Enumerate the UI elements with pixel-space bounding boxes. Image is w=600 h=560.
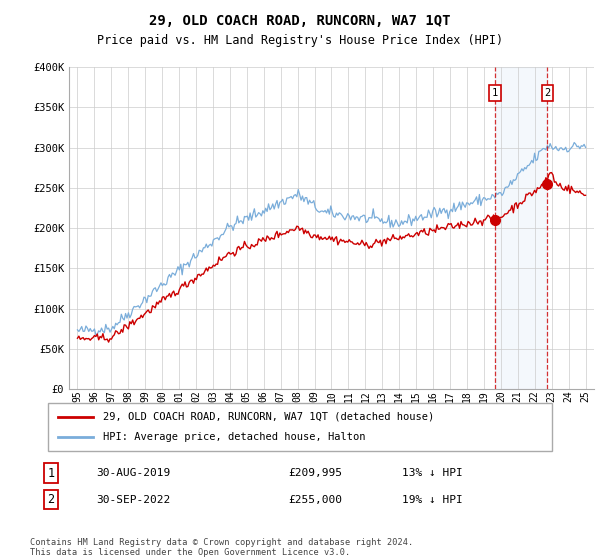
Text: 2: 2	[544, 88, 551, 98]
Text: 29, OLD COACH ROAD, RUNCORN, WA7 1QT: 29, OLD COACH ROAD, RUNCORN, WA7 1QT	[149, 14, 451, 28]
Text: HPI: Average price, detached house, Halton: HPI: Average price, detached house, Halt…	[103, 432, 366, 442]
Text: Contains HM Land Registry data © Crown copyright and database right 2024.
This d: Contains HM Land Registry data © Crown c…	[30, 538, 413, 557]
Text: 13% ↓ HPI: 13% ↓ HPI	[402, 468, 463, 478]
Text: 29, OLD COACH ROAD, RUNCORN, WA7 1QT (detached house): 29, OLD COACH ROAD, RUNCORN, WA7 1QT (de…	[103, 412, 434, 422]
Text: 1: 1	[47, 466, 55, 480]
Text: 2: 2	[47, 493, 55, 506]
Text: 30-AUG-2019: 30-AUG-2019	[96, 468, 170, 478]
Bar	[495, 67, 547, 389]
Text: Price paid vs. HM Land Registry's House Price Index (HPI): Price paid vs. HM Land Registry's House …	[97, 34, 503, 46]
Text: £255,000: £255,000	[288, 494, 342, 505]
Text: 1: 1	[492, 88, 499, 98]
Text: 19% ↓ HPI: 19% ↓ HPI	[402, 494, 463, 505]
Text: 30-SEP-2022: 30-SEP-2022	[96, 494, 170, 505]
FancyBboxPatch shape	[48, 403, 552, 451]
Text: £209,995: £209,995	[288, 468, 342, 478]
